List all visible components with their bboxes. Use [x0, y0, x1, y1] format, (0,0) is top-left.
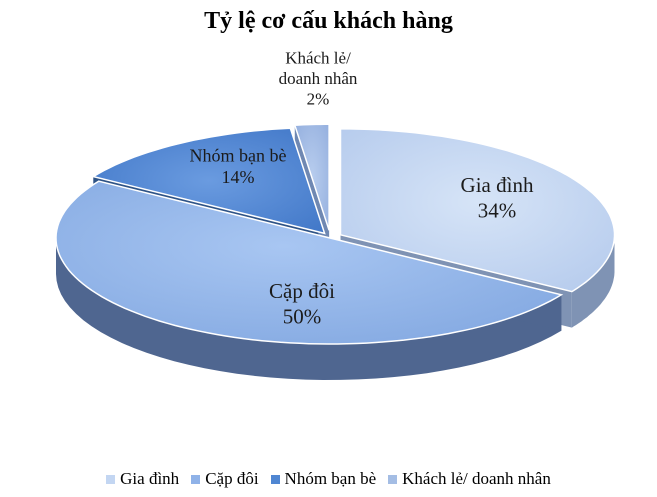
pie-slice-2: [91, 127, 326, 235]
legend: Gia đình Cặp đôi Nhóm bạn bè Khách lẻ/ doan…: [0, 469, 657, 489]
legend-swatch-1: [191, 474, 201, 484]
pie-slice-0: [339, 128, 616, 293]
legend-label-2: Nhóm bạn bè: [284, 469, 377, 488]
data-label-0-1: 34%: [478, 198, 517, 222]
legend-label-0: Gia đình: [120, 469, 180, 488]
legend-item-3: Khách lẻ/ doanh nhân: [388, 469, 551, 489]
data-label-0-0: Gia đình: [461, 173, 534, 197]
data-label-3-0: Khách lẻ/: [285, 49, 351, 68]
data-label-1-1: 50%: [283, 304, 322, 328]
legend-item-2: Nhóm bạn bè: [270, 469, 377, 489]
legend-swatch-2: [270, 474, 280, 484]
legend-label-1: Cặp đôi: [205, 469, 259, 488]
data-label-2-0: Nhóm bạn bè: [190, 145, 287, 165]
legend-swatch-3: [388, 474, 398, 484]
chart-title: Tỷ lệ cơ cấu khách hàng: [204, 8, 453, 34]
data-label-2-1: 14%: [222, 167, 255, 187]
pie-slice-1: [55, 180, 564, 345]
legend-swatch-0: [106, 474, 116, 484]
data-label-1-0: Cặp đôi: [269, 279, 335, 303]
pie-slice-side-0: [571, 234, 615, 328]
legend-label-3: Khách lẻ/ doanh nhân: [402, 469, 551, 488]
data-label-3-2: 2%: [307, 89, 330, 108]
pie-slice-side-1: [56, 238, 562, 380]
data-label-3-1: doanh nhân: [279, 69, 358, 88]
legend-item-1: Cặp đôi: [191, 469, 259, 489]
legend-item-0: Gia đình: [106, 469, 179, 489]
pie-slice-3: [293, 123, 330, 231]
